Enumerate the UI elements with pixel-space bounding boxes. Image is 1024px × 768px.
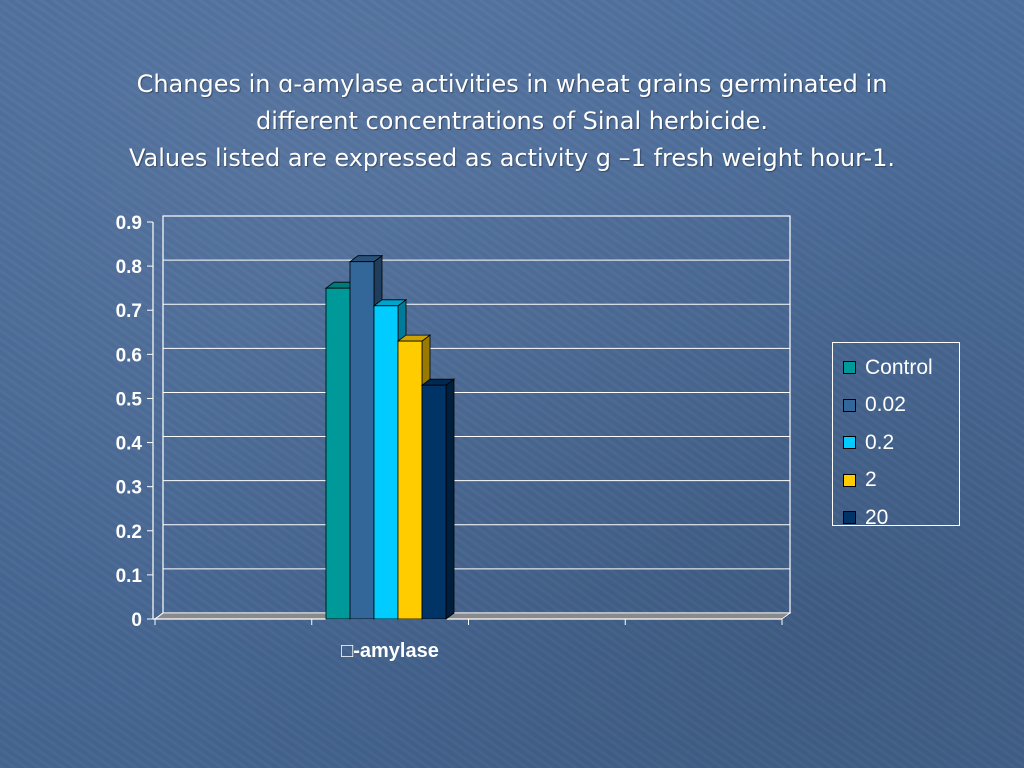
y-tick-label: 0.3: [116, 478, 142, 499]
legend-item: 0.2: [833, 424, 959, 462]
y-tick-label: 0: [131, 610, 142, 631]
bar-0.2: [373, 305, 399, 620]
y-tick-label: 0.1: [116, 566, 143, 587]
legend-label: 0.2: [865, 430, 895, 454]
title-line-1: Changes in ɑ-amylase activities in wheat…: [136, 70, 888, 98]
y-tick-label: 0.4: [116, 434, 143, 455]
y-tick-label: 0.5: [116, 389, 143, 410]
legend-swatch: [843, 511, 856, 525]
legend-label: 0.02: [865, 393, 906, 417]
y-tick-label: 0.9: [116, 213, 142, 234]
legend-swatch: [843, 436, 856, 450]
category-missing-glyph: □: [341, 640, 353, 662]
legend-item: Control: [833, 349, 959, 387]
bar-side: [445, 378, 455, 620]
category-text: -amylase: [353, 640, 439, 662]
bar-20: [421, 384, 447, 620]
bar-0.02: [349, 261, 375, 620]
y-tick-label: 0.8: [116, 257, 142, 278]
y-tick-label: 0.2: [116, 522, 142, 543]
plot-back-wall: [162, 215, 791, 614]
legend-swatch: [843, 398, 856, 412]
plot-floor: [153, 612, 792, 620]
legend-label: 2: [865, 468, 877, 492]
legend-item: 2: [833, 462, 959, 500]
y-tick-label: 0.7: [116, 301, 142, 322]
legend-item: 0.02: [833, 387, 959, 425]
legend-item: 20: [833, 499, 959, 537]
wall-edge: [154, 612, 164, 620]
bar-Control: [325, 287, 351, 620]
legend-swatch: [843, 361, 856, 375]
category-label: □-amylase: [341, 640, 439, 662]
legend-label: 20: [865, 505, 889, 529]
legend-swatch: [843, 473, 856, 487]
y-tick-label: 0.6: [116, 345, 142, 366]
bar-2: [397, 340, 423, 620]
chart-title: Changes in ɑ-amylase activities in wheat…: [30, 66, 994, 177]
title-line-3: Values listed are expressed as activity …: [128, 144, 896, 172]
chart-legend: Control 0.02 0.2 2 20: [832, 342, 960, 529]
legend-label: Control: [865, 355, 933, 379]
title-line-2: different concentrations of Sinal herbic…: [255, 107, 769, 135]
